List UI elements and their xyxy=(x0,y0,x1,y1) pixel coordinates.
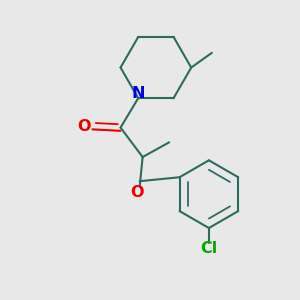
Text: N: N xyxy=(131,86,145,101)
Text: Cl: Cl xyxy=(200,241,218,256)
Text: O: O xyxy=(130,185,144,200)
Text: O: O xyxy=(78,118,91,134)
